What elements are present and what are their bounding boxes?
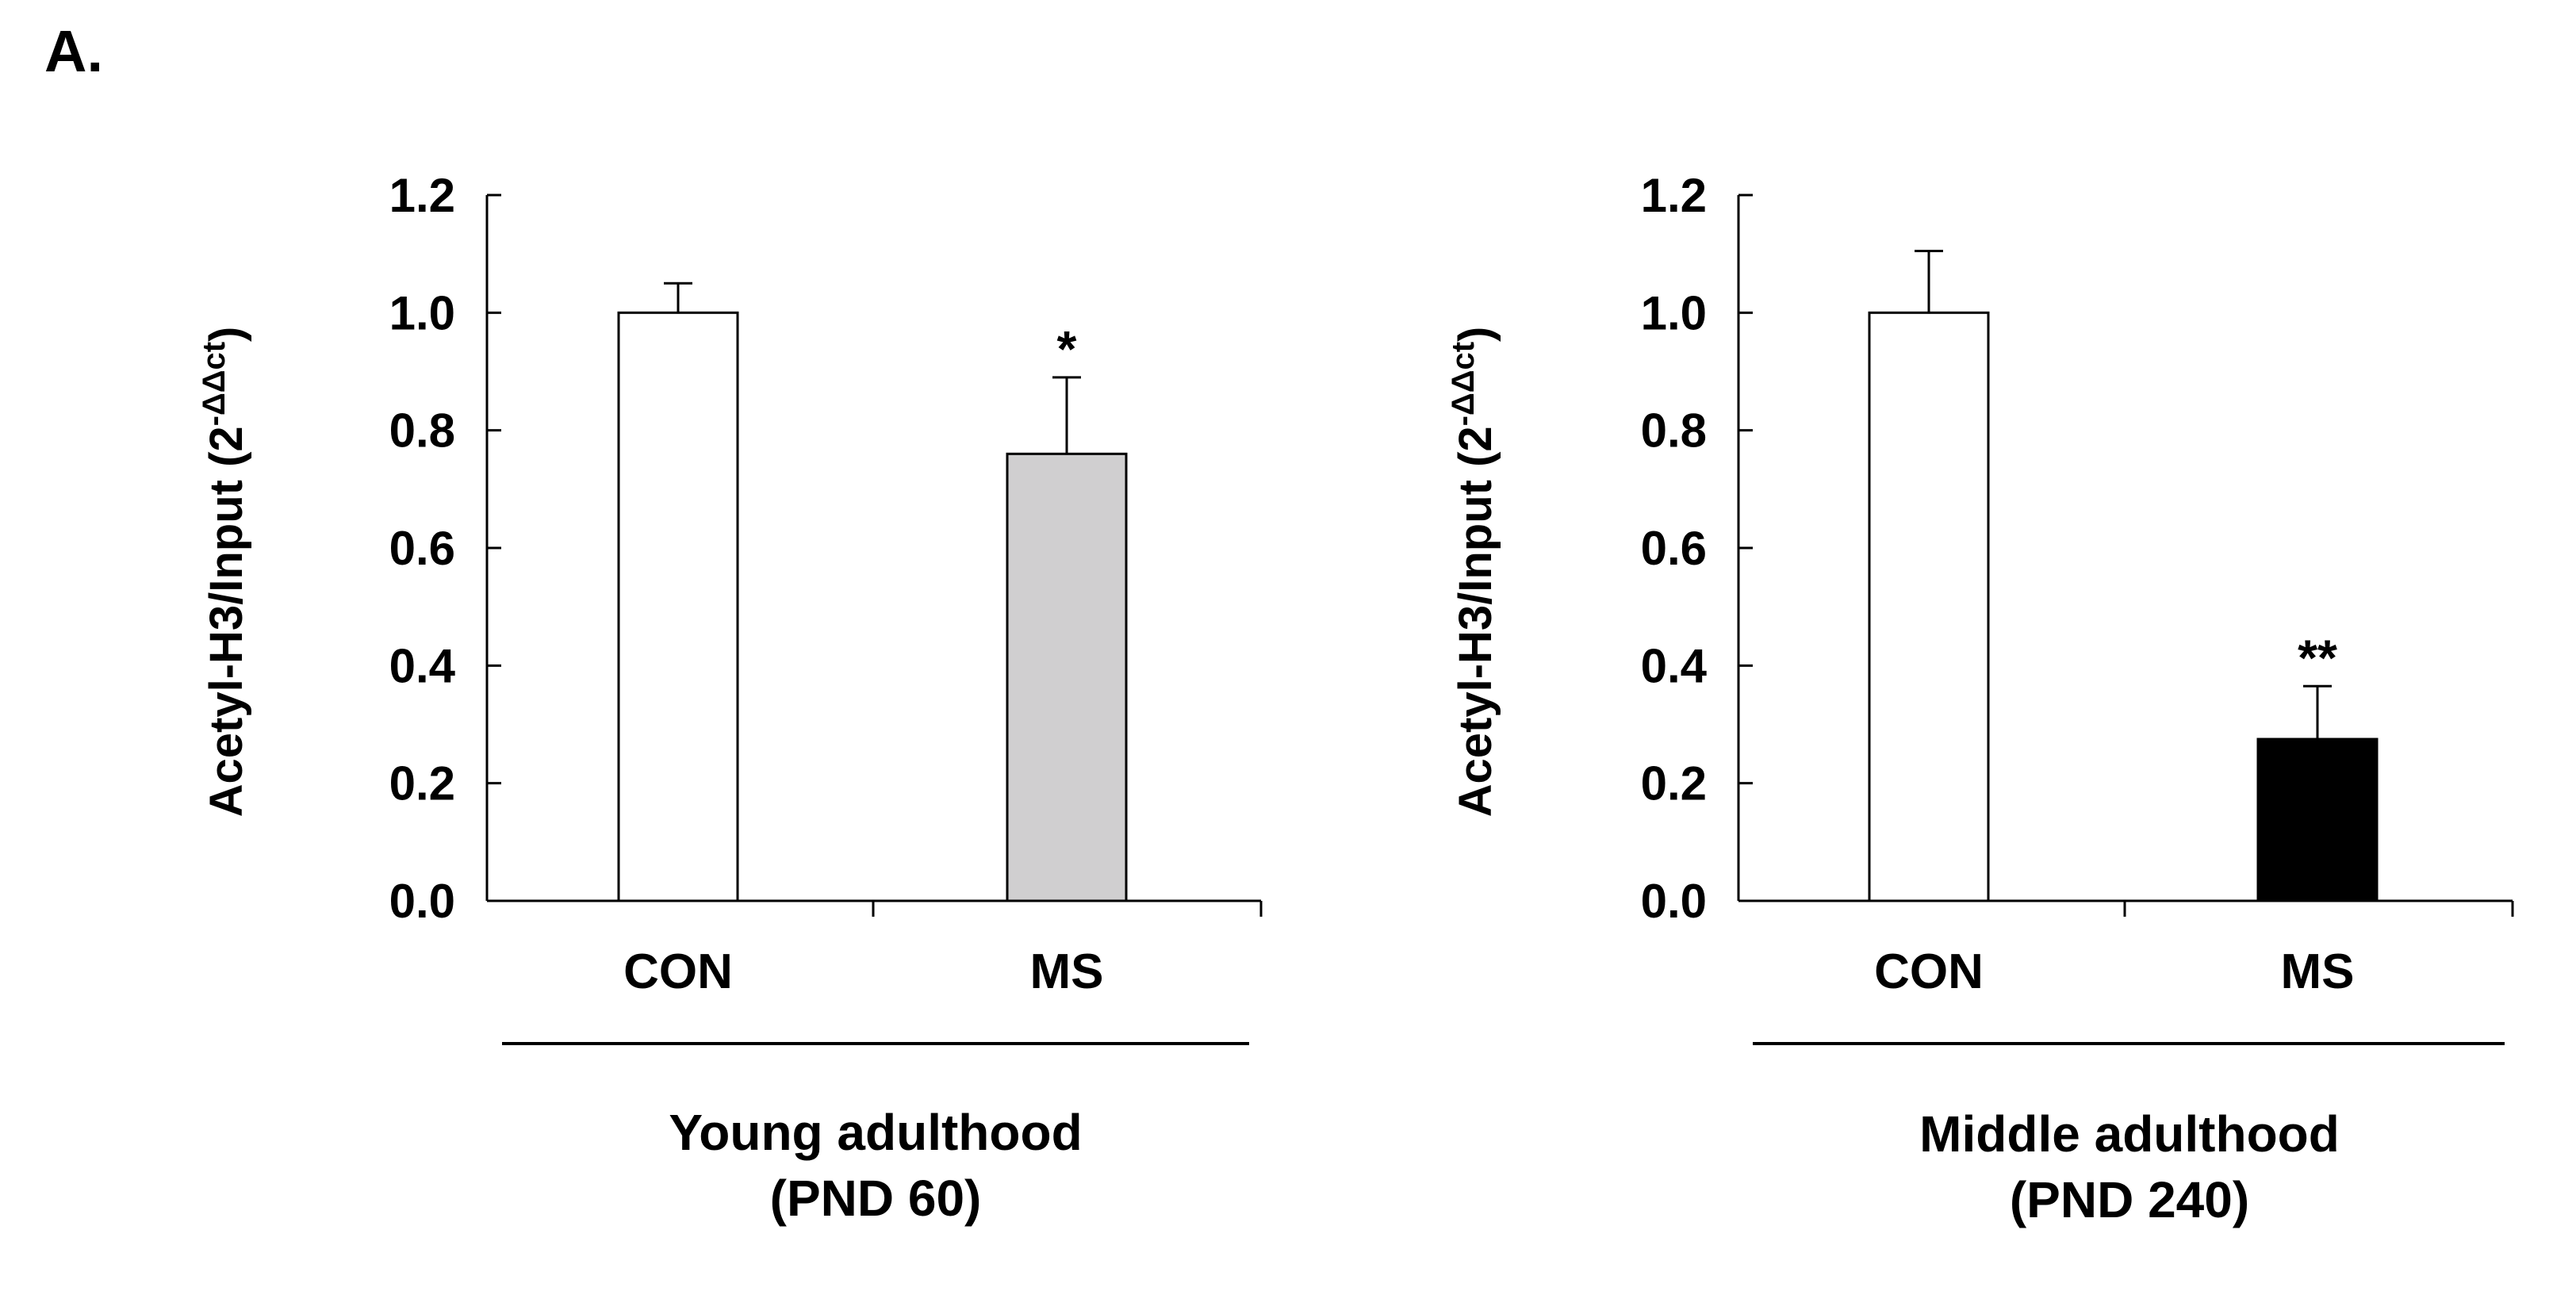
y-axis-title-superscript: -ΔΔct bbox=[1446, 342, 1481, 426]
y-tick-label: 1.2 bbox=[1641, 169, 1707, 222]
category-label: CON bbox=[1874, 944, 1984, 999]
bar-ms bbox=[1006, 452, 1128, 902]
y-tick-label: 0.6 bbox=[389, 522, 455, 575]
y-tick-label: 1.0 bbox=[389, 286, 455, 339]
y-tick-label: 1.2 bbox=[389, 169, 455, 222]
group-label-line2: (PND 60) bbox=[770, 1170, 982, 1227]
bar-con bbox=[1868, 311, 1990, 902]
y-tick-label: 0.2 bbox=[389, 757, 455, 810]
y-tick-label: 0.0 bbox=[1641, 875, 1707, 928]
y-axis-title-close: ) bbox=[201, 327, 252, 342]
chart-panel-2: 0.0 0.2 0.4 0.6 0.8 1.0 1.2 CON ** MS Acetyl-H3/In… bbox=[1446, 169, 2514, 1228]
chart-panel-1: 0.0 0.2 0.4 0.6 0.8 1.0 1.2 CON * MS Acetyl-H3/Inp… bbox=[197, 169, 1263, 1227]
bar-con bbox=[617, 311, 739, 902]
category-label: CON bbox=[623, 944, 733, 999]
panel-label: A. bbox=[44, 18, 103, 84]
y-tick-label: 0.8 bbox=[1641, 404, 1707, 458]
group-label-line1: Young adulthood bbox=[669, 1104, 1082, 1161]
y-tick-label: 0.0 bbox=[389, 875, 455, 928]
category-label: MS bbox=[1030, 944, 1104, 999]
significance-marker: ** bbox=[2298, 629, 2337, 686]
y-tick-label: 0.6 bbox=[1641, 522, 1707, 575]
bar-ms bbox=[2256, 737, 2379, 902]
category-label: MS bbox=[2281, 944, 2355, 999]
y-axis-title-main: Acetyl-H3/Input (2 bbox=[1450, 426, 1501, 817]
y-axis-title: Acetyl-H3/Input (2-ΔΔct) bbox=[197, 327, 252, 818]
y-axis-title-main: Acetyl-H3/Input (2 bbox=[201, 426, 252, 817]
y-tick-label: 0.8 bbox=[389, 404, 455, 458]
group-label-line2: (PND 240) bbox=[2010, 1171, 2249, 1228]
y-tick-label: 1.0 bbox=[1641, 286, 1707, 339]
y-axis-title: Acetyl-H3/Input (2-ΔΔct) bbox=[1446, 327, 1501, 818]
y-axis-title-close: ) bbox=[1450, 327, 1501, 342]
significance-marker: * bbox=[1057, 320, 1077, 377]
group-label-line1: Middle adulthood bbox=[1919, 1105, 2340, 1163]
y-axis-title-superscript: -ΔΔct bbox=[197, 342, 232, 426]
y-tick-label: 0.4 bbox=[1641, 639, 1708, 692]
y-tick-label: 0.4 bbox=[389, 639, 456, 692]
y-tick-label: 0.2 bbox=[1641, 757, 1707, 810]
